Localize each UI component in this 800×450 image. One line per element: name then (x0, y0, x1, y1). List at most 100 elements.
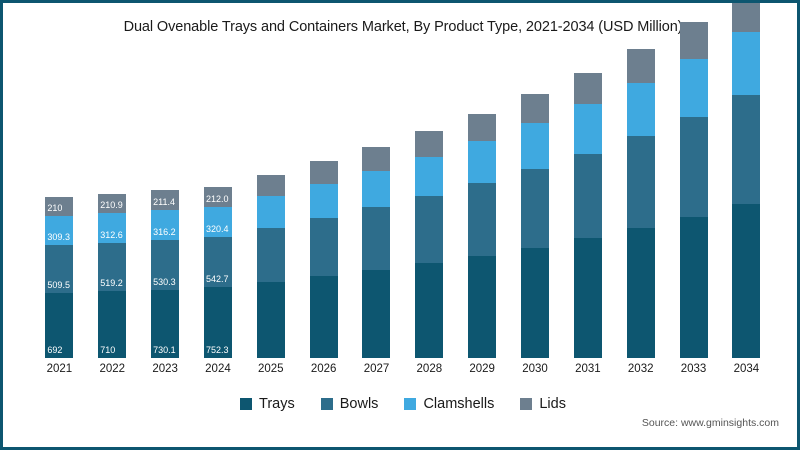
bar-segment-clamshells[interactable] (415, 156, 444, 196)
stacked-bar[interactable] (309, 161, 338, 358)
legend-item-clamshells[interactable]: Clamshells (404, 396, 494, 412)
bar-segment-bowls[interactable] (626, 136, 655, 229)
bar-segment-lids[interactable]: 210 (45, 196, 74, 217)
bar-segment-bowls[interactable] (309, 217, 338, 277)
x-axis-tick-labels: 2021 2022 2023 2024 2025 2026 2027 2028 2029 2030… (33, 363, 773, 375)
stacked-bar[interactable] (732, 3, 761, 358)
bar-segment-lids[interactable] (573, 72, 602, 105)
bar-group[interactable] (456, 58, 508, 358)
bar-segment-trays[interactable] (573, 238, 602, 358)
bar-segment-clamshells[interactable] (679, 58, 708, 117)
stacked-bar[interactable]: 210 309.3 509.5 692 (45, 196, 74, 358)
bar-segment-clamshells[interactable]: 320.4 (203, 206, 232, 237)
bar-segment-clamshells[interactable] (626, 82, 655, 137)
bar-segment-clamshells[interactable] (468, 140, 497, 184)
bar-segment-bowls[interactable] (362, 207, 391, 271)
bar-segment-bowls[interactable] (679, 116, 708, 217)
bar-value-label: 509.5 (47, 280, 70, 291)
bar-group[interactable]: 211.4 316.2 530.3 730.1 (139, 58, 191, 358)
bar-group[interactable] (245, 58, 297, 358)
bar-segment-bowls[interactable] (256, 227, 285, 283)
legend-label: Lids (539, 396, 566, 412)
bar-segment-clamshells[interactable] (309, 183, 338, 218)
bar-value-label: 692 (47, 345, 63, 355)
bar-segment-clamshells[interactable]: 312.6 (98, 213, 127, 243)
bar-segment-trays[interactable] (626, 228, 655, 358)
legend-swatch-icon (520, 398, 533, 410)
bar-segment-bowls[interactable] (732, 95, 761, 204)
bar-segment-bowls[interactable]: 542.7 (203, 236, 232, 288)
bar-segment-lids[interactable] (626, 48, 655, 83)
x-tick-2022: 2022 (99, 363, 126, 375)
bar-segment-lids[interactable] (256, 174, 285, 196)
bar-segment-lids[interactable]: 212.0 (203, 186, 232, 207)
stacked-bar[interactable] (468, 113, 497, 358)
bar-segment-trays[interactable]: 730.1 (151, 289, 180, 358)
bar-segment-bowls[interactable] (573, 153, 602, 239)
stacked-bar[interactable]: 211.4 316.2 530.3 730.1 (151, 190, 180, 358)
bar-segment-trays[interactable] (256, 282, 285, 358)
bar-group[interactable] (509, 58, 561, 358)
bar-group[interactable] (403, 58, 455, 358)
bar-segment-bowls[interactable] (521, 169, 550, 248)
x-tick-2029: 2029 (469, 363, 495, 375)
bar-segment-clamshells[interactable]: 309.3 (45, 216, 74, 246)
legend-item-lids[interactable]: Lids (520, 396, 566, 412)
bar-segment-bowls[interactable] (415, 196, 444, 264)
bar-segment-lids[interactable] (309, 161, 338, 184)
bar-group[interactable]: 210 309.3 509.5 692 (33, 58, 85, 358)
bar-group[interactable] (350, 58, 402, 358)
stacked-bar[interactable] (256, 174, 285, 358)
bar-segment-clamshells[interactable] (362, 170, 391, 208)
bar-segment-lids[interactable] (362, 146, 391, 171)
stacked-bar[interactable]: 210.9 312.6 519.2 710 (98, 193, 127, 358)
bar-segment-lids[interactable] (521, 94, 550, 124)
bar-segment-clamshells[interactable] (732, 32, 761, 96)
stacked-bar[interactable] (521, 94, 550, 358)
x-tick-2021: 2021 (46, 363, 73, 375)
bar-segment-bowls[interactable]: 519.2 (98, 242, 127, 292)
bar-group[interactable] (298, 58, 350, 358)
bar-group[interactable] (668, 22, 720, 358)
bar-group[interactable]: 212.0 320.4 542.7 752.3 (192, 58, 244, 358)
bar-segment-clamshells[interactable] (573, 104, 602, 154)
bar-segment-trays[interactable] (415, 263, 444, 358)
bar-segment-lids[interactable]: 210.9 (98, 193, 127, 214)
bar-group[interactable] (615, 48, 667, 358)
stacked-bar[interactable] (415, 131, 444, 358)
bar-segment-trays[interactable] (732, 203, 761, 358)
bar-value-label: 210 (47, 203, 63, 214)
bar-segment-lids[interactable] (679, 22, 708, 59)
bar-segment-bowls[interactable]: 509.5 (45, 245, 74, 294)
bar-segment-clamshells[interactable] (521, 123, 550, 170)
bar-group[interactable] (720, 3, 772, 358)
legend-item-trays[interactable]: Trays (240, 396, 295, 412)
bar-group[interactable] (562, 58, 614, 358)
stacked-bar[interactable] (679, 22, 708, 358)
stacked-bar[interactable]: 212.0 320.4 542.7 752.3 (203, 186, 232, 358)
bar-segment-bowls[interactable]: 530.3 (151, 239, 180, 290)
bar-segment-lids[interactable] (415, 131, 444, 157)
bar-segment-clamshells[interactable]: 316.2 (151, 210, 180, 240)
stacked-bar[interactable] (362, 146, 391, 358)
bar-segment-lids[interactable]: 211.4 (151, 190, 180, 211)
bar-segment-bowls[interactable] (468, 183, 497, 256)
bar-segment-trays[interactable]: 752.3 (203, 287, 232, 358)
bar-segment-trays[interactable]: 710 (98, 291, 127, 358)
bar-segment-trays[interactable]: 692 (45, 293, 74, 358)
bar-segment-trays[interactable] (679, 216, 708, 358)
bar-segment-lids[interactable] (732, 3, 761, 33)
bar-segment-trays[interactable] (468, 255, 497, 358)
bar-segment-clamshells[interactable] (256, 195, 285, 228)
legend-label: Trays (259, 396, 295, 412)
chart-title: Dual Ovenable Trays and Containers Marke… (123, 19, 683, 35)
bar-segment-trays[interactable] (309, 276, 338, 358)
bar-segment-trays[interactable] (362, 270, 391, 358)
stacked-bar[interactable] (626, 48, 655, 358)
bar-segment-trays[interactable] (521, 247, 550, 358)
x-tick-2023: 2023 (152, 363, 178, 375)
stacked-bar[interactable] (573, 72, 602, 358)
bar-group[interactable]: 210.9 312.6 519.2 710 (86, 58, 138, 358)
bar-segment-lids[interactable] (468, 113, 497, 141)
legend-item-bowls[interactable]: Bowls (320, 396, 378, 412)
